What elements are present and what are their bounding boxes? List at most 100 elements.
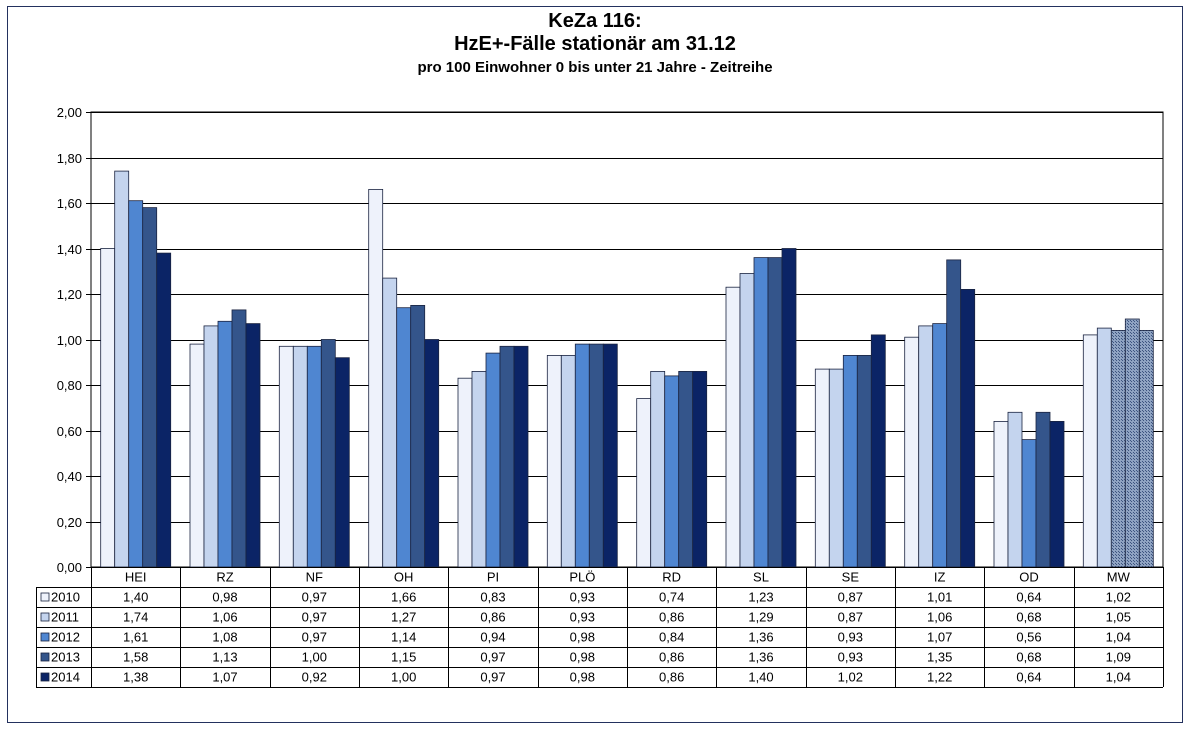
- data-table: HEI RZ NF OH PI PLÖ RD SL SE IZ OD MW 2010 1,40 0,98 0,…: [36, 567, 1164, 688]
- table-value: 0,98: [212, 590, 237, 605]
- legend-label: 2014: [51, 670, 80, 685]
- table-value: 0,94: [480, 630, 505, 645]
- bar-nf-2013: [320, 339, 336, 568]
- table-value: 1,04: [1106, 670, 1131, 685]
- table-value: 0,93: [570, 610, 595, 625]
- bar-oh-2014: [424, 339, 440, 568]
- bar-od-2013: [1035, 411, 1051, 568]
- table-value: 1,22: [927, 670, 952, 685]
- table-category-label: HEI: [125, 570, 147, 585]
- table-value: 0,64: [1016, 590, 1041, 605]
- table-category-label: MW: [1107, 570, 1131, 585]
- table-value: 1,05: [1106, 610, 1131, 625]
- bar-od-2012: [1021, 439, 1037, 568]
- bar-plö-2012: [574, 343, 590, 568]
- bar-rd-2012: [664, 375, 680, 568]
- bar-mw-2011: [1096, 327, 1112, 568]
- table-value: 1,14: [391, 630, 416, 645]
- table-value: 1,04: [1106, 630, 1131, 645]
- bar-iz-2010: [904, 336, 920, 568]
- table-value: 0,97: [480, 670, 505, 685]
- legend-key-2012: [40, 632, 50, 642]
- table-value: 1,01: [927, 590, 952, 605]
- table-value: 1,13: [212, 650, 237, 665]
- table-value: 0,98: [570, 650, 595, 665]
- table-value: 0,68: [1016, 650, 1041, 665]
- table-value: 0,97: [302, 630, 327, 645]
- y-tick-label: 1,40: [57, 242, 82, 257]
- bar-rd-2011: [650, 370, 666, 568]
- table-value: 1,15: [391, 650, 416, 665]
- table-value: 1,36: [748, 650, 773, 665]
- y-tick-label: 1,00: [57, 333, 82, 348]
- y-tick-label: 0,00: [57, 560, 82, 575]
- legend-label: 2011: [51, 610, 79, 625]
- table-value: 1,23: [748, 590, 773, 605]
- table-value: 1,66: [391, 590, 416, 605]
- table-value: 0,97: [302, 590, 327, 605]
- bar-rd-2013: [678, 370, 694, 568]
- table-value: 0,86: [659, 650, 684, 665]
- bar-rd-2014: [692, 370, 708, 568]
- table-value: 0,64: [1016, 670, 1041, 685]
- table-value: 1,02: [1106, 590, 1131, 605]
- table-value: 0,74: [659, 590, 684, 605]
- table-value: 1,06: [212, 610, 237, 625]
- table-value: 1,61: [123, 630, 148, 645]
- bar-se-2010: [814, 368, 830, 568]
- y-axis: 0,00 0,20 0,40 0,60 0,80 1,00 1,20 1,40 1,60 1,80…: [57, 105, 91, 575]
- bar-iz-2011: [918, 325, 934, 568]
- bar-plö-2011: [560, 354, 576, 568]
- bar-nf-2012: [306, 345, 322, 568]
- gridlines: [90, 111, 1164, 568]
- bar-rz-2010: [189, 343, 205, 568]
- bar-rz-2013: [231, 309, 247, 568]
- bar-plö-2013: [588, 343, 604, 568]
- bar-mw-2013: [1124, 318, 1140, 568]
- bar-od-2011: [1007, 411, 1023, 568]
- legend-key-2013: [40, 652, 50, 662]
- bar-plö-2014: [602, 343, 618, 568]
- y-tick-label: 0,20: [57, 515, 82, 530]
- bar-pi-2012: [485, 352, 501, 568]
- table-value: 0,83: [480, 590, 505, 605]
- bar-rz-2014: [245, 323, 261, 568]
- table-category-label: OH: [394, 570, 414, 585]
- table-value: 0,68: [1016, 610, 1041, 625]
- chart-frame: [7, 6, 1183, 723]
- y-tick-label: 0,40: [57, 469, 82, 484]
- table-value: 0,93: [570, 590, 595, 605]
- bar-se-2013: [856, 354, 872, 568]
- table-value: 1,09: [1106, 650, 1131, 665]
- table-value: 1,07: [927, 630, 952, 645]
- legend-key-2014: [40, 672, 50, 682]
- table-value: 0,56: [1016, 630, 1041, 645]
- legend-key-2010: [40, 592, 50, 602]
- bar-rz-2012: [217, 320, 233, 568]
- table-value: 1,27: [391, 610, 416, 625]
- bar-se-2011: [828, 368, 844, 568]
- bar-pi-2010: [457, 377, 473, 568]
- bar-nf-2010: [278, 345, 294, 568]
- table-value: 0,98: [570, 630, 595, 645]
- chart-title-line2: HzE+-Fälle stationär am 31.12: [454, 33, 736, 55]
- bar-hei-2010: [100, 248, 116, 568]
- table-value: 1,36: [748, 630, 773, 645]
- bar-rd-2010: [636, 398, 652, 568]
- bar-mw-2010: [1082, 334, 1098, 568]
- table-value: 1,00: [391, 670, 416, 685]
- bar-se-2012: [842, 354, 858, 568]
- bar-oh-2011: [382, 277, 398, 568]
- chart-subtitle: pro 100 Einwohner 0 bis unter 21 Jahre -…: [417, 59, 773, 76]
- table-value: 0,86: [480, 610, 505, 625]
- table-value: 1,06: [927, 610, 952, 625]
- bar-pi-2013: [499, 345, 515, 568]
- bar-hei-2014: [156, 252, 172, 568]
- y-tick-label: 0,60: [57, 424, 82, 439]
- bar-sl-2014: [781, 248, 797, 568]
- table-value: 0,86: [659, 670, 684, 685]
- y-tick-label: 1,20: [57, 287, 82, 302]
- table-value: 0,93: [838, 650, 863, 665]
- bar-plö-2010: [546, 354, 562, 568]
